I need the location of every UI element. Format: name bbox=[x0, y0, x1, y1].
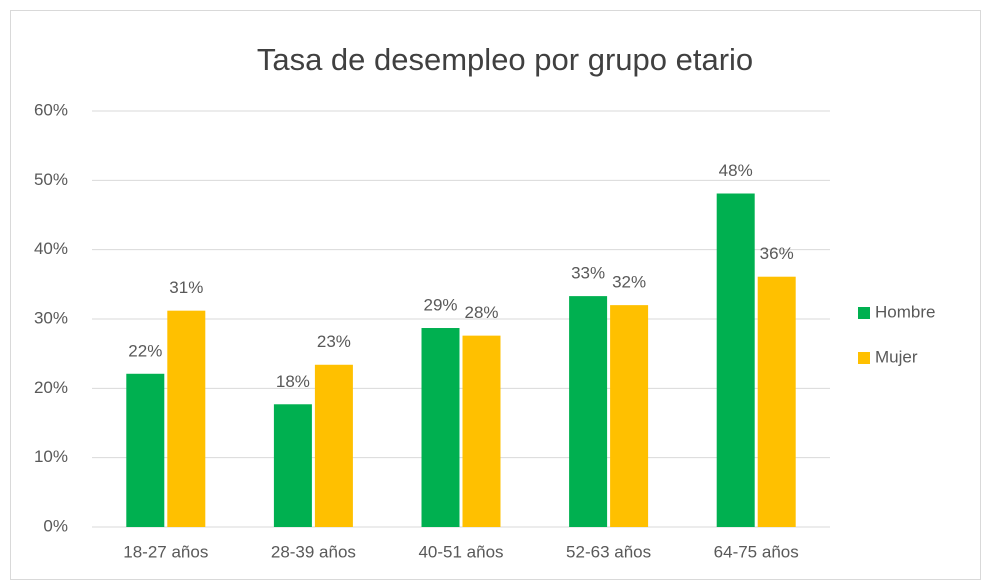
legend-label: Mujer bbox=[875, 347, 918, 366]
bar bbox=[610, 305, 649, 527]
legend-label: Hombre bbox=[875, 302, 935, 321]
bar bbox=[757, 276, 796, 527]
bar bbox=[462, 335, 501, 527]
legend-swatch bbox=[858, 352, 870, 364]
y-tick-label: 30% bbox=[34, 308, 68, 327]
bar bbox=[716, 193, 755, 528]
data-label: 18% bbox=[276, 372, 310, 391]
x-tick-label: 18-27 años bbox=[123, 542, 208, 561]
data-label: 36% bbox=[760, 244, 794, 263]
x-tick-label: 52-63 años bbox=[566, 542, 651, 561]
y-tick-label: 0% bbox=[43, 516, 68, 535]
y-tick-label: 40% bbox=[34, 239, 68, 258]
y-tick-label: 10% bbox=[34, 447, 68, 466]
data-label: 48% bbox=[719, 161, 753, 180]
bar bbox=[421, 328, 460, 527]
y-tick-label: 60% bbox=[34, 100, 68, 119]
data-label: 31% bbox=[169, 278, 203, 297]
chart-title: Tasa de desempleo por grupo etario bbox=[257, 42, 753, 77]
bar bbox=[273, 404, 312, 527]
x-tick-label: 64-75 años bbox=[714, 542, 799, 561]
y-tick-label: 50% bbox=[34, 170, 68, 189]
bar bbox=[126, 373, 165, 527]
data-label: 29% bbox=[423, 295, 457, 314]
data-label: 32% bbox=[612, 273, 646, 292]
y-tick-label: 20% bbox=[34, 378, 68, 397]
bar bbox=[569, 296, 608, 527]
x-tick-label: 40-51 años bbox=[418, 542, 503, 561]
bar bbox=[314, 364, 353, 527]
data-label: 23% bbox=[317, 332, 351, 351]
data-label: 22% bbox=[128, 341, 162, 360]
legend-swatch bbox=[858, 307, 870, 319]
bar bbox=[167, 310, 206, 527]
data-label: 33% bbox=[571, 264, 605, 283]
data-label: 28% bbox=[464, 303, 498, 322]
x-tick-label: 28-39 años bbox=[271, 542, 356, 561]
